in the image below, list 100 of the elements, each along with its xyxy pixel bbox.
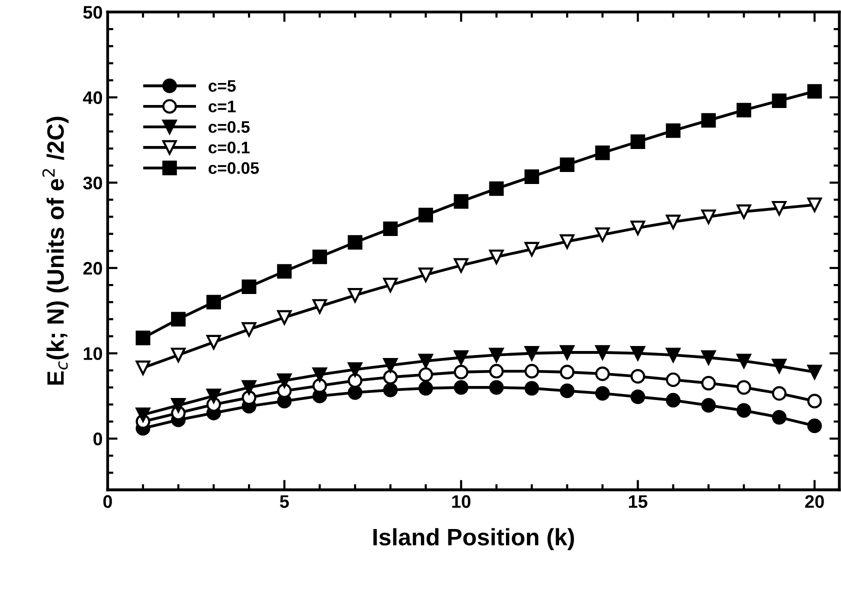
point bbox=[277, 373, 292, 388]
point bbox=[171, 348, 186, 362]
point bbox=[348, 235, 362, 250]
point bbox=[489, 348, 504, 362]
point bbox=[630, 134, 646, 149]
point bbox=[736, 102, 752, 118]
point bbox=[277, 310, 292, 325]
point bbox=[560, 234, 574, 249]
y-tick-label: 10 bbox=[84, 347, 102, 360]
point bbox=[630, 220, 646, 236]
x-tick-label: 10 bbox=[452, 495, 470, 508]
point bbox=[454, 364, 468, 380]
point bbox=[630, 346, 646, 361]
point bbox=[242, 322, 256, 337]
point bbox=[348, 362, 362, 377]
point bbox=[524, 346, 540, 361]
point bbox=[277, 264, 292, 279]
point bbox=[383, 382, 398, 398]
legend-label: c=1 bbox=[208, 100, 236, 112]
point bbox=[736, 354, 752, 368]
point bbox=[666, 348, 680, 362]
legend-label: c=0.1 bbox=[208, 142, 250, 154]
point bbox=[772, 410, 787, 425]
point bbox=[418, 367, 434, 382]
point bbox=[736, 380, 752, 395]
point bbox=[136, 360, 150, 376]
point bbox=[418, 268, 434, 282]
y-tick-label: 40 bbox=[82, 91, 102, 104]
point bbox=[454, 258, 468, 273]
point bbox=[701, 209, 716, 224]
point bbox=[630, 369, 646, 384]
point bbox=[418, 354, 434, 368]
point bbox=[560, 157, 574, 172]
point bbox=[524, 380, 540, 396]
point bbox=[489, 181, 504, 196]
point bbox=[454, 350, 468, 365]
y-axis-title: E$_{c}$(k; N) (Units of e$^{2}$ /2C) bbox=[42, 116, 69, 385]
point bbox=[454, 194, 468, 209]
point bbox=[489, 380, 504, 395]
point bbox=[524, 364, 540, 379]
point bbox=[242, 380, 256, 395]
point bbox=[772, 200, 787, 216]
point bbox=[807, 364, 822, 380]
y-tick-label: 20 bbox=[83, 262, 102, 275]
point bbox=[595, 345, 610, 360]
legend-label: c=0.5 bbox=[208, 121, 250, 133]
point bbox=[666, 214, 680, 230]
point bbox=[348, 288, 362, 303]
point bbox=[454, 380, 468, 395]
point bbox=[772, 386, 787, 401]
point bbox=[383, 370, 398, 384]
point bbox=[560, 384, 574, 398]
point bbox=[524, 242, 540, 257]
point bbox=[348, 373, 362, 388]
point bbox=[701, 113, 716, 128]
point bbox=[630, 390, 646, 404]
point bbox=[736, 403, 752, 418]
point bbox=[524, 169, 540, 184]
point bbox=[242, 279, 256, 294]
point bbox=[136, 407, 150, 422]
point bbox=[312, 299, 328, 314]
y-tick-label: 50 bbox=[83, 6, 102, 19]
point bbox=[595, 386, 610, 401]
point bbox=[383, 221, 398, 236]
point bbox=[560, 345, 574, 360]
point bbox=[348, 385, 362, 400]
point bbox=[312, 367, 328, 382]
point bbox=[595, 366, 610, 382]
point bbox=[242, 390, 256, 405]
x-tick-label: 5 bbox=[280, 495, 289, 508]
point bbox=[701, 376, 716, 390]
point bbox=[807, 198, 822, 212]
point bbox=[807, 418, 822, 434]
point bbox=[595, 227, 610, 242]
point bbox=[666, 392, 680, 408]
point bbox=[595, 146, 610, 160]
point bbox=[736, 204, 752, 219]
point bbox=[560, 364, 574, 380]
point bbox=[418, 208, 434, 222]
point bbox=[807, 394, 822, 408]
point bbox=[206, 294, 221, 310]
point bbox=[171, 312, 186, 326]
point bbox=[772, 93, 787, 108]
x-tick-label: 15 bbox=[628, 495, 648, 508]
y-tick-label: 0 bbox=[93, 432, 102, 446]
y-tick-label: 30 bbox=[83, 176, 102, 190]
point bbox=[666, 123, 680, 138]
point bbox=[383, 358, 398, 373]
point bbox=[206, 334, 221, 350]
point bbox=[807, 84, 822, 99]
x-tick-label: 20 bbox=[805, 495, 824, 508]
x-tick-label: 0 bbox=[103, 495, 112, 508]
point bbox=[489, 364, 504, 379]
x-axis-title: Island Position (k) bbox=[373, 528, 574, 550]
point bbox=[171, 398, 186, 413]
point bbox=[666, 372, 680, 388]
point bbox=[206, 388, 221, 404]
legend-label: c=0.05 bbox=[208, 162, 259, 174]
point bbox=[772, 358, 787, 374]
point bbox=[701, 350, 716, 365]
